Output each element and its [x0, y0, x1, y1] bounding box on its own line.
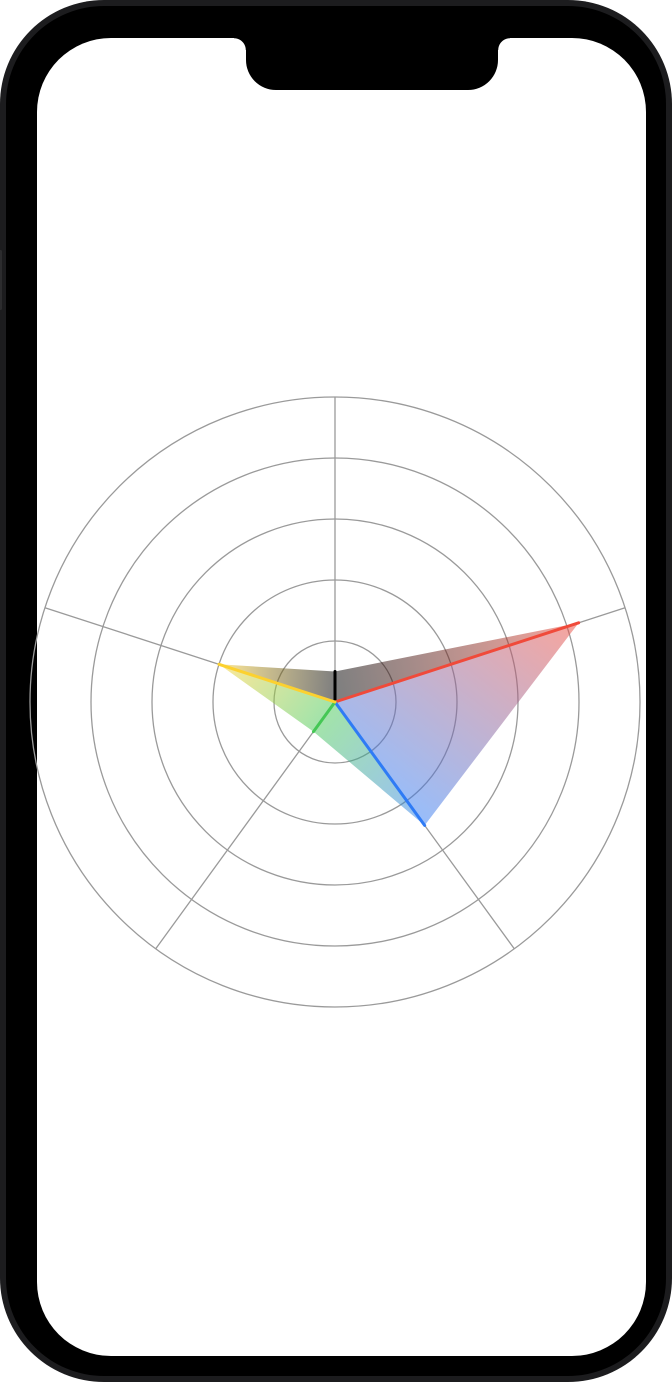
radar-series	[217, 621, 581, 827]
value-line-axis-south-southeast	[333, 700, 427, 827]
value-line-axis-east-northeast	[333, 621, 581, 704]
value-line-axis-west-northwest	[217, 662, 337, 704]
value-line-axis-south-southwest	[311, 700, 337, 734]
camera-notch	[234, 38, 510, 90]
phone-bezel	[6, 6, 666, 1376]
grid-spoke-axis-south-southwest	[155, 701, 336, 950]
side-button-left	[0, 250, 2, 310]
series-sector-axis-south-southwest	[218, 664, 335, 732]
series-sector-axis-east-northeast	[335, 622, 579, 826]
series-sector-axis-south-southeast	[313, 702, 425, 826]
